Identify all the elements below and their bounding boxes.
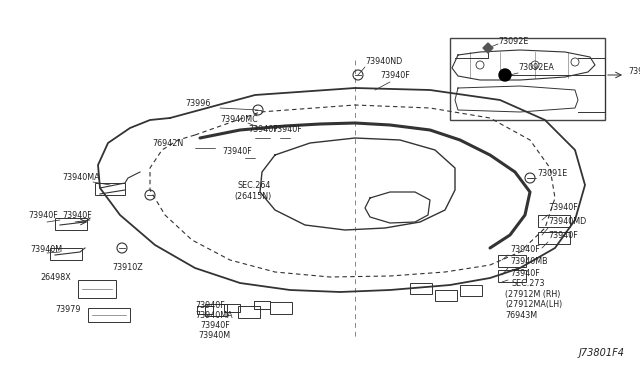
Polygon shape: [483, 43, 493, 53]
Text: 73979: 73979: [55, 305, 81, 314]
Bar: [88, 308, 130, 322]
Text: 73940MA: 73940MA: [62, 173, 100, 182]
Text: (26415N): (26415N): [234, 192, 271, 201]
Bar: [205, 304, 227, 316]
Text: SEC.264: SEC.264: [238, 182, 271, 190]
Bar: [498, 270, 526, 282]
Text: 76942N: 76942N: [152, 138, 183, 148]
Bar: [270, 302, 292, 314]
Text: 73940F: 73940F: [272, 125, 301, 135]
Text: 73940F: 73940F: [62, 212, 92, 221]
Text: 73940MA: 73940MA: [195, 311, 232, 320]
Text: 73910Z: 73910Z: [112, 263, 143, 273]
Text: 73940MB: 73940MB: [510, 257, 548, 266]
Circle shape: [499, 69, 511, 81]
Text: 73940F: 73940F: [510, 269, 540, 278]
Bar: [538, 232, 570, 244]
Bar: [238, 306, 260, 318]
Bar: [78, 280, 116, 298]
Bar: [410, 283, 432, 294]
Text: 73940F: 73940F: [200, 321, 230, 330]
Text: 73092EA: 73092EA: [518, 64, 554, 73]
Bar: [95, 183, 125, 195]
Text: 73940F: 73940F: [195, 301, 225, 310]
Text: 73940F: 73940F: [28, 212, 58, 221]
Text: 73940M: 73940M: [30, 246, 62, 254]
Text: 73940MD: 73940MD: [548, 218, 586, 227]
Text: (27912M (RH): (27912M (RH): [505, 289, 561, 298]
Text: 73940F: 73940F: [248, 125, 278, 135]
Text: (27912MA(LH): (27912MA(LH): [505, 299, 563, 308]
Text: 76943M: 76943M: [505, 311, 537, 320]
Text: 26498X: 26498X: [40, 273, 71, 282]
Text: 73944MA: 73944MA: [628, 67, 640, 77]
Text: SEC.273: SEC.273: [512, 279, 545, 289]
Text: 73940M: 73940M: [198, 331, 230, 340]
Text: J73801F4: J73801F4: [579, 348, 625, 358]
Text: 73996: 73996: [185, 99, 211, 109]
Text: 73940F: 73940F: [222, 148, 252, 157]
Text: 73092E: 73092E: [498, 38, 529, 46]
Bar: [450, 38, 605, 120]
Text: 73091E: 73091E: [537, 170, 567, 179]
Text: 73940F: 73940F: [380, 71, 410, 80]
Bar: [50, 248, 82, 260]
Text: 73940MC: 73940MC: [220, 115, 258, 125]
Bar: [538, 215, 570, 227]
Bar: [55, 218, 87, 230]
Bar: [498, 255, 526, 267]
Bar: [435, 290, 457, 301]
Text: 73940F: 73940F: [548, 203, 578, 212]
Text: 73940F: 73940F: [510, 246, 540, 254]
Text: 73940ND: 73940ND: [365, 58, 403, 67]
Bar: [460, 285, 482, 296]
Text: 73940F: 73940F: [548, 231, 578, 241]
